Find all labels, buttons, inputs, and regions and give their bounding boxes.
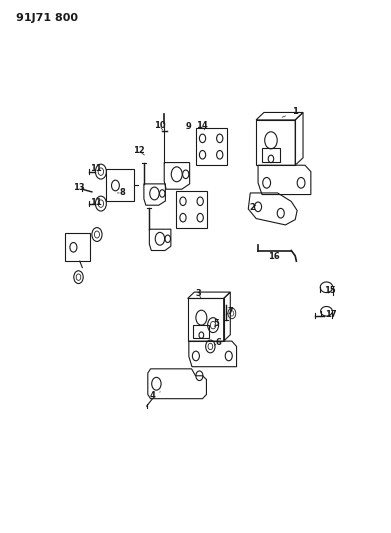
Bar (196, 128, 227, 165)
Text: 10: 10 (154, 122, 165, 130)
Bar (106, 169, 134, 201)
Bar (188, 298, 224, 341)
Text: 13: 13 (73, 183, 85, 192)
Text: 4: 4 (149, 391, 160, 400)
Text: 16: 16 (268, 253, 280, 261)
Text: 2: 2 (249, 204, 256, 212)
Bar (176, 191, 207, 228)
Text: 17: 17 (325, 310, 336, 319)
Text: 12: 12 (133, 147, 145, 155)
Text: 9: 9 (186, 123, 192, 131)
Text: 11: 11 (90, 198, 102, 207)
Bar (65, 233, 90, 261)
Text: 5: 5 (213, 319, 219, 328)
Text: 15: 15 (325, 286, 336, 295)
Text: 6: 6 (214, 338, 221, 346)
Text: 7: 7 (226, 308, 233, 316)
Bar (256, 120, 295, 165)
Text: 14: 14 (196, 122, 208, 130)
Text: 1: 1 (282, 108, 298, 117)
Text: 91J71 800: 91J71 800 (16, 13, 78, 23)
Text: 11: 11 (90, 165, 102, 173)
Text: 8: 8 (117, 189, 125, 197)
Bar (193, 325, 209, 338)
Text: 3: 3 (196, 289, 201, 298)
Bar (262, 148, 280, 161)
